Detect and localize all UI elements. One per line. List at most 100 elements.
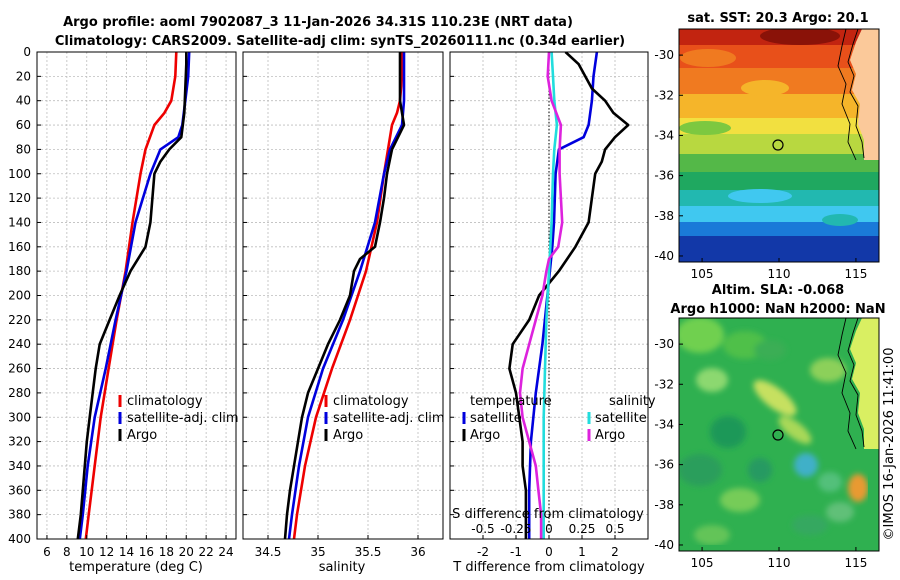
sst-map-panel: sat. SST: 20.3 Argo: 20.1 (654, 11, 880, 281)
map-y-tick-label: -34 (654, 417, 674, 431)
legend-argo: Argo (333, 428, 363, 443)
sst-coastline (837, 29, 865, 161)
sst-map-image (679, 29, 879, 262)
s-tick-pos-quarter: 0.25 (569, 522, 596, 536)
series-line-salinity-argo (518, 52, 564, 539)
x-tick-label: 20 (179, 545, 194, 559)
map-x-tick-label: 115 (844, 267, 867, 281)
figure-title-line1: Argo profile: aoml 7902087_3 11-Jan-2026… (63, 15, 573, 30)
y-tick-label: 200 (8, 289, 31, 303)
s-tick-pos-half: 0.5 (605, 522, 624, 536)
salinity-ticks: 34.5 35 35.5 36 (243, 51, 426, 559)
y-tick-label: 60 (16, 118, 31, 132)
difference-legend: temperature satellite Argo salinity sate… (462, 394, 656, 443)
sla-map-title-line1: Altim. SLA: -0.068 (712, 283, 844, 298)
sla-map-panel: Altim. SLA: -0.068 Argo h1000: NaN h2000… (654, 283, 885, 570)
legend-climatology: climatology (127, 394, 203, 409)
x-tick-label: 22 (199, 545, 214, 559)
s-tick-neg-quarter: -0.25 (500, 522, 531, 536)
y-tick-label: 360 (8, 483, 31, 497)
series-line-argo (283, 52, 406, 539)
legend-satellite: satellite-adj. clim (127, 411, 239, 426)
salinity-grid (243, 51, 443, 540)
map-y-tick-label: -30 (654, 337, 674, 351)
series-line-salinity-satellite (542, 52, 559, 539)
sla-land (850, 318, 879, 449)
y-tick-label: 400 (8, 532, 31, 546)
sla-coastline (837, 318, 865, 450)
x-tick-label: 35.5 (355, 545, 382, 559)
salinity-lines (283, 52, 406, 539)
y-tick-label: 100 (8, 167, 31, 181)
sst-map-ticks: 105 110 115 -30 -32 -34 -36 -38 -40 (654, 48, 867, 281)
y-tick-label: 20 (16, 69, 31, 83)
map-x-tick-label: 105 (691, 267, 714, 281)
s-tick-zero: 0 (545, 522, 553, 536)
map-x-tick-label: 115 (844, 556, 867, 570)
difference-ticks: -2 -1 0 1 2 (450, 51, 619, 559)
x-tick-label: 0 (545, 545, 553, 559)
x-tick-label: 34.5 (255, 545, 282, 559)
y-tick-label: 120 (8, 191, 31, 205)
map-y-tick-label: -32 (654, 377, 674, 391)
y-tick-label: 160 (8, 240, 31, 254)
x-tick-label: 1 (578, 545, 586, 559)
map-x-tick-label: 105 (691, 556, 714, 570)
legend-temperature-title: temperature (470, 394, 552, 409)
map-y-tick-label: -38 (654, 209, 674, 223)
x-tick-label: 2 (611, 545, 619, 559)
map-y-tick-label: -30 (654, 48, 674, 62)
x-tick-label: -1 (510, 545, 522, 559)
y-tick-label: 180 (8, 264, 31, 278)
x-tick-label: -2 (477, 545, 489, 559)
legend-satellite: satellite-adj. clim (333, 411, 445, 426)
y-tick-label: 300 (8, 410, 31, 424)
x-tick-label: 35 (310, 545, 325, 559)
map-y-tick-label: -32 (654, 88, 674, 102)
sla-map-image (679, 318, 879, 551)
difference-lines (508, 52, 630, 539)
map-y-tick-label: -38 (654, 498, 674, 512)
sla-patches (679, 318, 868, 545)
salinity-xlabel: salinity (319, 560, 366, 575)
map-x-tick-label: 110 (768, 556, 791, 570)
y-tick-label: 0 (23, 45, 31, 59)
figure-title-line2: Climatology: CARS2009. Satellite-adj cli… (55, 34, 625, 49)
legend-climatology: climatology (333, 394, 409, 409)
y-tick-label: 80 (16, 142, 31, 156)
legend-argo: Argo (127, 428, 157, 443)
legend-s-satellite: satellite (595, 411, 647, 426)
map-y-tick-label: -36 (654, 169, 674, 183)
temperature-xlabel: temperature (deg C) (69, 560, 203, 575)
x-tick-label: 24 (218, 545, 233, 559)
s-difference-ticks: -0.5 -0.25 0 0.25 0.5 (471, 522, 624, 536)
y-tick-label: 40 (16, 94, 31, 108)
series-line-satellite-adj-clim (287, 52, 406, 539)
legend-t-satellite: satellite (470, 411, 522, 426)
x-tick-label: 14 (119, 545, 134, 559)
imos-watermark: ©IMOS 16-Jan-2026 11:41:00 (882, 348, 897, 541)
temperature-panel: 0 20 40 60 80 100 120 140 160 180 200 220 240 260 280 3… (8, 45, 239, 575)
t-difference-xlabel: T difference from climatology (452, 560, 645, 575)
legend-salinity-title: salinity (609, 394, 656, 409)
sla-map-ticks: 105 110 115 -30 -32 -34 -36 -38 -40 (654, 337, 867, 570)
sla-argo-marker (772, 429, 784, 441)
series-line-temperature-satellite (527, 52, 599, 539)
temperature-lines (76, 52, 191, 539)
x-tick-label: 6 (43, 545, 51, 559)
salinity-legend: climatology satellite-adj. clim Argo (324, 394, 445, 443)
sst-map-title: sat. SST: 20.3 Argo: 20.1 (687, 11, 868, 26)
y-tick-label: 380 (8, 508, 31, 522)
difference-panel: -2 -1 0 1 2 S difference from climatology -0… (449, 51, 656, 575)
temperature-ticks: 0 20 40 60 80 100 120 140 160 180 200 220 240 260 280 3… (8, 45, 234, 559)
legend-s-argo: Argo (595, 428, 625, 443)
s-tick-neg-half: -0.5 (471, 522, 494, 536)
x-tick-label: 36 (410, 545, 425, 559)
y-tick-label: 280 (8, 386, 31, 400)
y-tick-label: 260 (8, 362, 31, 376)
sst-land (850, 29, 879, 160)
series-line-climatology (292, 52, 404, 539)
map-y-tick-label: -34 (654, 128, 674, 142)
x-tick-label: 12 (99, 545, 114, 559)
